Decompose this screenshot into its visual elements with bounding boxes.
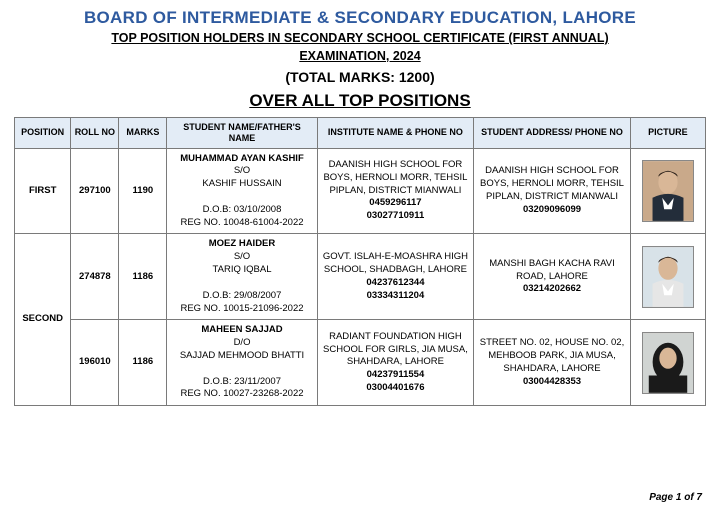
table-row: SECOND 274878 1186 MOEZ HAIDER S/O TARIQ… — [15, 234, 706, 320]
student-photo — [642, 160, 694, 222]
col-header-position: POSITION — [15, 118, 71, 149]
col-header-picture: PICTURE — [630, 118, 705, 149]
address-cell: DAANISH HIGH SCHOOL FOR BOYS, HERNOLI MO… — [474, 148, 631, 234]
table-header-row: POSITION ROLL NO MARKS STUDENT NAME/FATH… — [15, 118, 706, 149]
name-cell: MAHEEN SAJJAD D/O SAJJAD MEHMOOD BHATTI … — [167, 320, 317, 406]
marks-cell: 1186 — [119, 320, 167, 406]
col-header-roll: ROLL NO — [71, 118, 119, 149]
address-cell: MANSHI BAGH KACHA RAVI ROAD, LAHORE 0321… — [474, 234, 631, 320]
table-row: FIRST 297100 1190 MUHAMMAD AYAN KASHIF S… — [15, 148, 706, 234]
marks-cell: 1190 — [119, 148, 167, 234]
name-cell: MUHAMMAD AYAN KASHIF S/O KASHIF HUSSAIN … — [167, 148, 317, 234]
board-title: BOARD OF INTERMEDIATE & SECONDARY EDUCAT… — [14, 8, 706, 28]
sub-title-line1: TOP POSITION HOLDERS IN SECONDARY SCHOOL… — [111, 31, 608, 45]
institute-cell: RADIANT FOUNDATION HIGH SCHOOL FOR GIRLS… — [317, 320, 474, 406]
section-title: OVER ALL TOP POSITIONS — [14, 91, 706, 111]
marks-cell: 1186 — [119, 234, 167, 320]
table-row: 196010 1186 MAHEEN SAJJAD D/O SAJJAD MEH… — [15, 320, 706, 406]
picture-cell — [630, 234, 705, 320]
roll-cell: 297100 — [71, 148, 119, 234]
student-photo — [642, 246, 694, 308]
roll-cell: 196010 — [71, 320, 119, 406]
institute-cell: DAANISH HIGH SCHOOL FOR BOYS, HERNOLI MO… — [317, 148, 474, 234]
student-photo — [642, 332, 694, 394]
name-cell: MOEZ HAIDER S/O TARIQ IQBAL D.O.B: 29/08… — [167, 234, 317, 320]
address-cell: STREET NO. 02, HOUSE NO. 02, MEHBOOB PAR… — [474, 320, 631, 406]
col-header-address: STUDENT ADDRESS/ PHONE NO — [474, 118, 631, 149]
col-header-institute: INSTITUTE NAME & PHONE NO — [317, 118, 474, 149]
roll-cell: 274878 — [71, 234, 119, 320]
position-cell: FIRST — [15, 148, 71, 234]
sub-title: TOP POSITION HOLDERS IN SECONDARY SCHOOL… — [14, 30, 706, 65]
positions-table: POSITION ROLL NO MARKS STUDENT NAME/FATH… — [14, 117, 706, 406]
page-footer: Page 1 of 7 — [649, 492, 702, 503]
col-header-marks: MARKS — [119, 118, 167, 149]
picture-cell — [630, 320, 705, 406]
col-header-name: STUDENT NAME/FATHER'S NAME — [167, 118, 317, 149]
institute-cell: GOVT. ISLAH-E-MOASHRA HIGH SCHOOL, SHADB… — [317, 234, 474, 320]
picture-cell — [630, 148, 705, 234]
sub-title-line2: EXAMINATION, 2024 — [299, 49, 420, 63]
position-cell: SECOND — [15, 234, 71, 406]
total-marks: (TOTAL MARKS: 1200) — [14, 69, 706, 85]
